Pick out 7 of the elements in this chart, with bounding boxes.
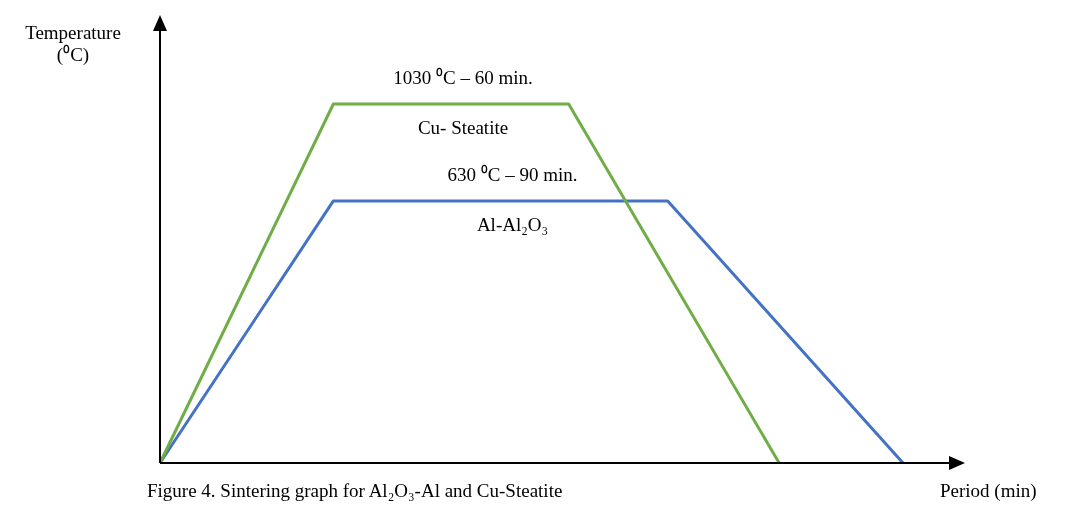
text: 1030 ⁰C – 60 min. bbox=[393, 66, 533, 88]
x-axis-title: Period (min) bbox=[940, 480, 1037, 502]
annotation: Cu- Steatite bbox=[417, 116, 509, 138]
annotation: Al-Al₂O₃ bbox=[476, 213, 549, 235]
y-axis-title: Temperature (⁰C) bbox=[24, 22, 122, 66]
annotation: 630 ⁰C – 90 min. bbox=[447, 163, 578, 185]
caption: Figure 4. Sintering graph for Al₂O₃-Al and Cu-Steatite bbox=[147, 480, 563, 502]
